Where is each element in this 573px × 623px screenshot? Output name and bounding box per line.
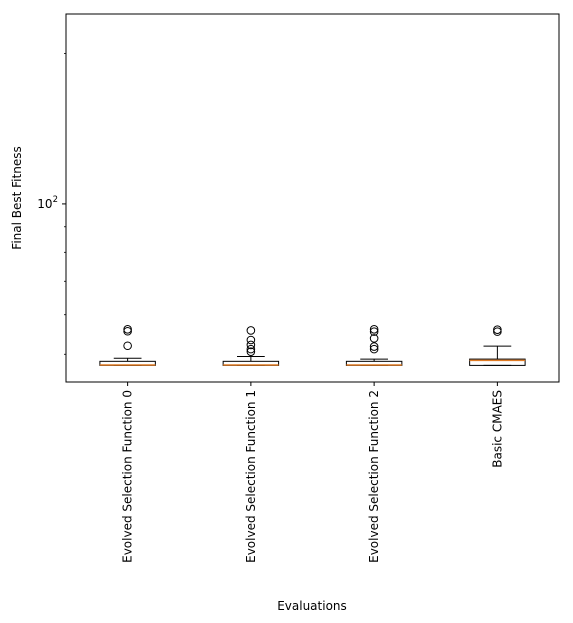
y-tick-base: 10	[37, 197, 52, 211]
outlier-point	[246, 344, 256, 354]
outlier-point	[123, 324, 132, 334]
plot-frame	[65, 13, 560, 383]
outlier-point	[123, 326, 132, 336]
outlier-point	[246, 326, 256, 335]
box-group	[222, 326, 280, 366]
x-tick-label: Basic CMAES	[490, 390, 504, 468]
x-tick-label: Evolved Selection Function 2	[367, 390, 381, 563]
outlier-point	[369, 334, 379, 343]
box-group	[469, 325, 526, 366]
box-group	[345, 324, 403, 366]
outlier-point	[246, 340, 256, 350]
x-axis-ticks: Evolved Selection Function 0 Evolved Sele…	[121, 382, 504, 563]
plot-layer	[99, 324, 526, 366]
outlier-point	[493, 325, 502, 334]
y-tick-label: 102	[37, 195, 58, 211]
outlier-point	[369, 324, 379, 334]
x-tick-label: Evolved Selection Function 0	[121, 390, 135, 563]
box-iqr	[469, 358, 526, 366]
outlier-point	[123, 341, 132, 351]
outlier-point	[493, 327, 502, 336]
outlier-point	[246, 347, 256, 356]
y-axis-ticks: 102	[37, 53, 66, 355]
y-axis-title: Final Best Fitness	[10, 146, 24, 249]
y-tick-exponent: 2	[53, 195, 58, 205]
outlier-point	[369, 344, 379, 354]
x-axis-title: Evaluations	[277, 599, 347, 613]
outlier-point	[246, 335, 256, 345]
outlier-point	[369, 327, 379, 336]
box-group	[99, 324, 156, 366]
x-tick-label: Evolved Selection Function 1	[244, 390, 258, 563]
outlier-point	[369, 342, 379, 351]
